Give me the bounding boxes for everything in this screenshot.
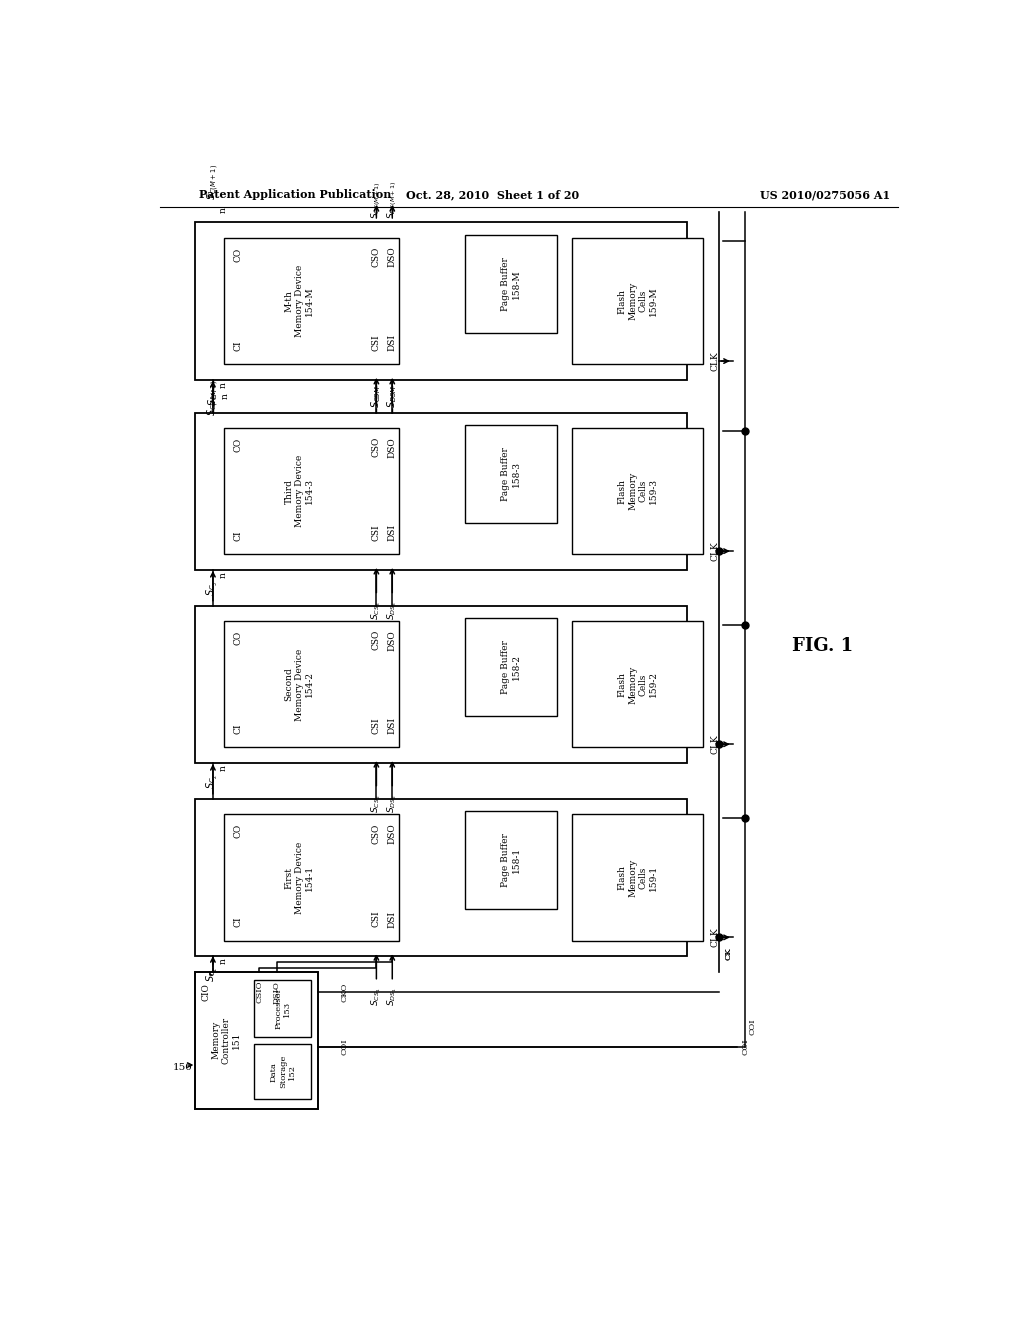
Text: n: n (219, 766, 227, 771)
Text: CSO: CSO (372, 630, 381, 651)
Bar (572, 622, 703, 747)
Text: CKO: CKO (341, 982, 348, 1002)
Bar (465, 618, 557, 715)
Bar (224, 238, 398, 364)
Text: Flash
Memory
Cells
159-1: Flash Memory Cells 159-1 (617, 858, 658, 896)
Text: Memory
Controller
151: Memory Controller 151 (211, 1016, 241, 1064)
Bar (224, 428, 398, 554)
Text: CI: CI (233, 723, 243, 734)
Text: CK: CK (725, 946, 733, 960)
Text: US 2010/0275056 A1: US 2010/0275056 A1 (760, 190, 890, 201)
Text: DSIO: DSIO (272, 981, 281, 1003)
Text: $S_{CS(M+1)}$: $S_{CS(M+1)}$ (370, 181, 383, 219)
Text: $S_{C(M+1)}$: $S_{C(M+1)}$ (205, 164, 220, 199)
Text: CSI: CSI (372, 911, 381, 928)
Text: CI: CI (233, 916, 243, 927)
Text: DSI: DSI (388, 911, 396, 928)
Text: $S_{DS_3}$: $S_{DS_3}$ (385, 601, 399, 620)
Text: $S_{DS_2}$: $S_{DS_2}$ (385, 795, 399, 813)
Text: CSI: CSI (372, 334, 381, 351)
Bar (465, 812, 557, 909)
Text: DSI: DSI (388, 718, 396, 734)
Text: n: n (219, 207, 227, 213)
Text: $S_{C_1}$: $S_{C_1}$ (206, 966, 220, 982)
Text: $S_{CS_1}$: $S_{CS_1}$ (370, 987, 383, 1006)
Text: First
Memory Device
154-1: First Memory Device 154-1 (285, 841, 314, 913)
Text: CO: CO (233, 824, 243, 838)
Bar (572, 814, 703, 941)
Text: Page Buffer
158-M: Page Buffer 158-M (501, 257, 520, 310)
Text: DSI: DSI (388, 524, 396, 541)
Text: CLK: CLK (711, 928, 720, 948)
Bar (196, 799, 687, 956)
Bar (196, 223, 687, 380)
Text: DSO: DSO (388, 630, 396, 651)
Bar (572, 428, 703, 554)
Text: Data
Storage
152: Data Storage 152 (269, 1055, 296, 1089)
Bar (465, 235, 557, 333)
Text: $S_{DSM}$: $S_{DSM}$ (385, 384, 399, 408)
Text: Patent Application Publication: Patent Application Publication (200, 190, 392, 201)
Text: COI: COI (749, 1018, 757, 1035)
Text: CK: CK (725, 946, 733, 960)
Text: CI: CI (233, 531, 243, 541)
Text: $S_{CSM}$: $S_{CSM}$ (370, 384, 383, 408)
Text: CLK: CLK (711, 734, 720, 754)
Bar (196, 606, 687, 763)
Text: DSO: DSO (388, 437, 396, 458)
Text: Flash
Memory
Cells
159-3: Flash Memory Cells 159-3 (617, 473, 658, 511)
Text: CO: CO (233, 247, 243, 261)
Bar (255, 1044, 311, 1100)
Text: CO: CO (233, 437, 243, 451)
Text: CO: CO (233, 631, 243, 645)
Text: COI: COI (741, 1039, 750, 1055)
Text: $S_{C(M+1)}$: $S_{C(M+1)}$ (205, 380, 220, 416)
Text: CSI: CSI (372, 524, 381, 541)
Text: CSO: CSO (372, 824, 381, 843)
Text: n: n (219, 572, 227, 578)
Text: Page Buffer
158-3: Page Buffer 158-3 (501, 447, 520, 500)
Bar (196, 413, 687, 570)
Text: M-th
Memory Device
154-M: M-th Memory Device 154-M (285, 265, 314, 338)
Text: n: n (219, 381, 227, 388)
Text: Oct. 28, 2010  Sheet 1 of 20: Oct. 28, 2010 Sheet 1 of 20 (407, 190, 580, 201)
Bar (465, 425, 557, 523)
Text: $S_{C_2}$: $S_{C_2}$ (206, 774, 220, 789)
Text: Page Buffer
158-1: Page Buffer 158-1 (501, 833, 520, 887)
Text: 150: 150 (173, 1063, 194, 1072)
Bar (224, 622, 398, 747)
Bar (196, 972, 318, 1109)
Text: Processor
153: Processor 153 (274, 987, 292, 1030)
Text: $S_{CS_3}$: $S_{CS_3}$ (370, 602, 383, 620)
Text: CSI: CSI (372, 718, 381, 734)
Text: Flash
Memory
Cells
159-2: Flash Memory Cells 159-2 (617, 665, 658, 704)
Text: DSO: DSO (388, 247, 396, 268)
Text: n: n (220, 393, 229, 399)
Text: Page Buffer
158-2: Page Buffer 158-2 (501, 640, 520, 694)
Text: DSI: DSI (388, 334, 396, 351)
Text: DSO: DSO (388, 822, 396, 843)
Text: CSIO: CSIO (255, 981, 263, 1003)
Text: CSO: CSO (372, 247, 381, 267)
Text: $S_{CS_2}$: $S_{CS_2}$ (370, 795, 383, 813)
Text: Second
Memory Device
154-2: Second Memory Device 154-2 (285, 648, 314, 721)
Text: CI: CI (233, 341, 243, 351)
Text: CIO: CIO (202, 983, 210, 1001)
Text: CLK: CLK (711, 351, 720, 371)
Bar (224, 814, 398, 941)
Text: Flash
Memory
Cells
159-M: Flash Memory Cells 159-M (617, 282, 658, 321)
Bar (255, 979, 311, 1038)
Text: FIG. 1: FIG. 1 (792, 638, 853, 655)
Text: $S_{CM}$: $S_{CM}$ (206, 387, 220, 405)
Text: Third
Memory Device
154-3: Third Memory Device 154-3 (285, 455, 314, 528)
Text: n: n (219, 958, 227, 965)
Text: $S_{DS_1}$: $S_{DS_1}$ (385, 987, 399, 1006)
Bar (572, 238, 703, 364)
Text: $S_{DS(M+1)}$: $S_{DS(M+1)}$ (385, 181, 399, 219)
Text: CLK: CLK (711, 541, 720, 561)
Text: COI: COI (341, 1039, 348, 1055)
Text: $S_{C_3}$: $S_{C_3}$ (206, 581, 220, 597)
Text: CSO: CSO (372, 437, 381, 457)
